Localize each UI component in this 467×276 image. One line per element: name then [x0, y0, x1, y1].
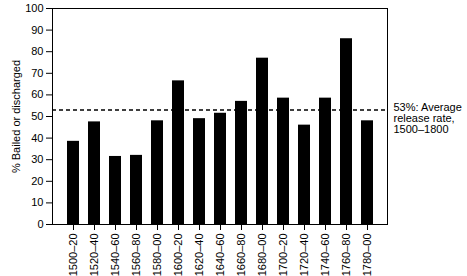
svg-text:1640–60: 1640–60	[214, 234, 226, 276]
svg-text:40: 40	[31, 132, 43, 144]
svg-text:1560–80: 1560–80	[130, 234, 142, 276]
svg-text:100: 100	[25, 2, 43, 14]
svg-text:1520–40: 1520–40	[88, 234, 100, 276]
svg-text:1700–20: 1700–20	[277, 234, 289, 276]
svg-text:0: 0	[37, 218, 43, 230]
svg-text:90: 90	[31, 24, 43, 36]
svg-text:1780–00: 1780–00	[361, 234, 373, 276]
svg-text:1760–80: 1760–80	[340, 234, 352, 276]
svg-text:1620–40: 1620–40	[193, 234, 205, 276]
svg-text:1500–20: 1500–20	[67, 234, 79, 276]
svg-text:70: 70	[31, 67, 43, 79]
svg-text:80: 80	[31, 45, 43, 57]
svg-text:60: 60	[31, 88, 43, 100]
svg-text:1660–80: 1660–80	[235, 234, 247, 276]
svg-text:1580–00: 1580–00	[151, 234, 163, 276]
svg-text:1600–20: 1600–20	[172, 234, 184, 276]
svg-text:1740–60: 1740–60	[319, 234, 331, 276]
svg-text:53%: Averagerelease rate,1500–: 53%: Averagerelease rate,1500–1800	[394, 101, 462, 135]
svg-text:10: 10	[31, 196, 43, 208]
svg-text:30: 30	[31, 153, 43, 165]
svg-text:% Bailed or discharged: % Bailed or discharged	[10, 60, 22, 173]
svg-text:1680–00: 1680–00	[256, 234, 268, 276]
svg-text:20: 20	[31, 175, 43, 187]
svg-text:50: 50	[31, 110, 43, 122]
svg-text:1720–40: 1720–40	[298, 234, 310, 276]
svg-text:1540–60: 1540–60	[109, 234, 121, 276]
